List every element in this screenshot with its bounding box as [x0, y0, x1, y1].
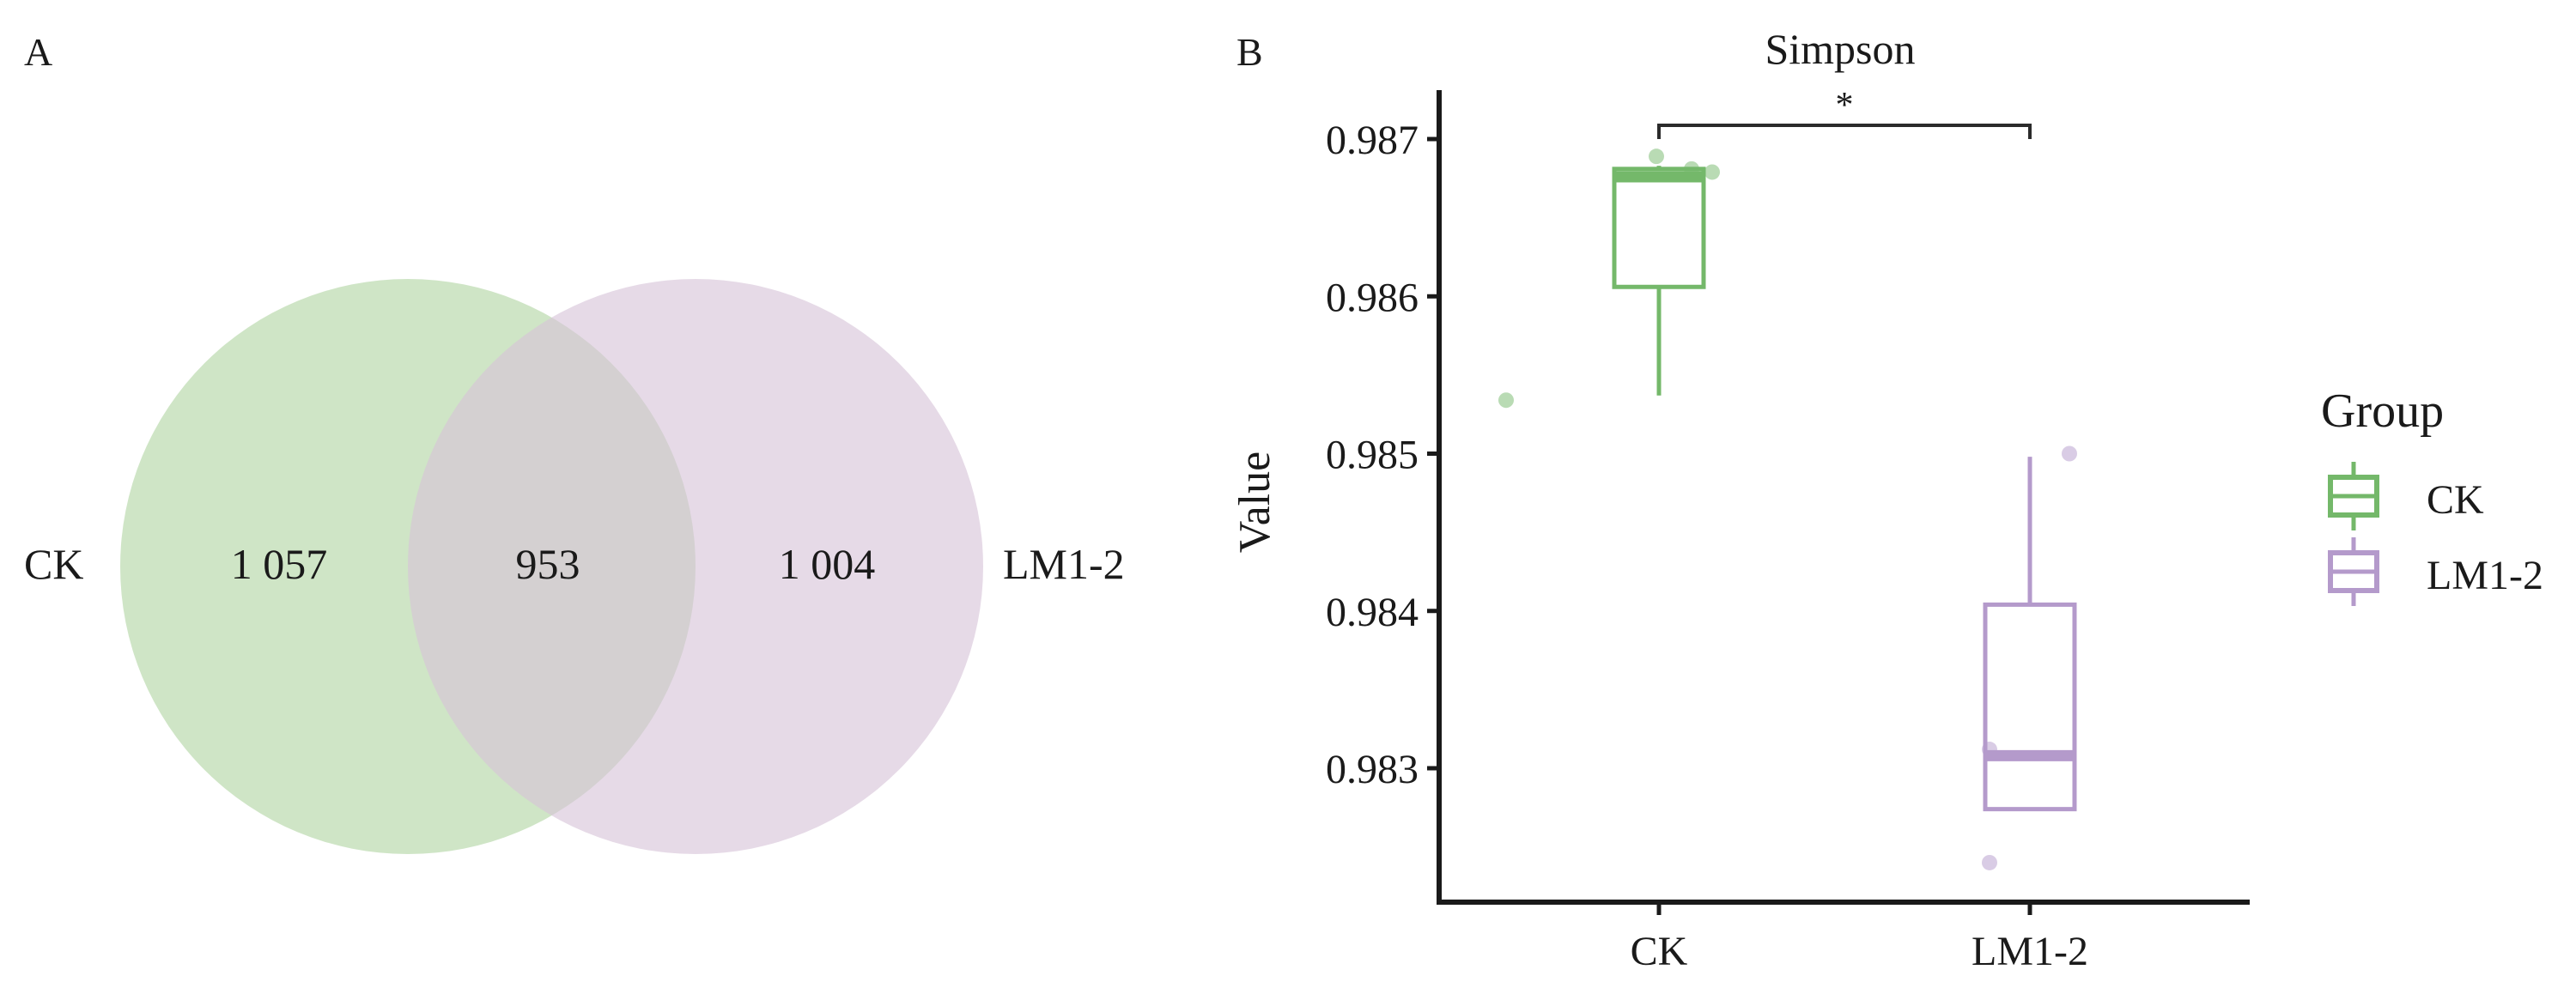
venn-circle-lm1-2 [408, 279, 983, 854]
legend-label-lm1-2: LM1-2 [2427, 553, 2543, 598]
legend-title: Group [2321, 385, 2444, 438]
y-tick-label: 0.984 [1326, 590, 1419, 635]
panel-b-label: B [1236, 30, 1263, 74]
significance-bracket: * [1657, 86, 2032, 139]
data-point [2062, 445, 2077, 462]
x-tick-label: CK [1631, 929, 1688, 974]
panel-b: B Simpson Value 0.9830.9840.9850.9860.98… [1230, 25, 2543, 974]
data-point [1684, 161, 1699, 177]
legend: Group CK LM1-2 [2321, 385, 2543, 606]
data-point [1704, 164, 1720, 180]
jitter-points [1498, 148, 2077, 870]
legend-label-ck: CK [2427, 477, 2484, 523]
chart-title: Simpson [1765, 25, 1915, 73]
box-lm1-2 [1983, 602, 2077, 812]
panel-a: A CK LM1-2 1 057 953 1 004 [24, 30, 1125, 854]
data-point [1649, 148, 1664, 165]
venn-count-shared: 953 [516, 540, 580, 588]
y-tick-label: 0.983 [1326, 747, 1419, 792]
venn-count-lm1-2-only: 1 004 [779, 540, 876, 588]
venn-set-label-lm1-2: LM1-2 [1003, 540, 1125, 588]
box-ck [1612, 167, 1706, 289]
venn-count-ck-only: 1 057 [231, 540, 328, 588]
significance-star: * [1836, 86, 1854, 125]
y-tick-label: 0.986 [1326, 275, 1419, 320]
x-tick-label: LM1-2 [1971, 929, 2088, 974]
legend-key-lm1-2 [2328, 537, 2379, 606]
boxes [1612, 166, 2077, 812]
venn-set-label-ck: CK [24, 540, 83, 588]
y-tick-label: 0.985 [1326, 433, 1419, 478]
y-ticks: 0.983 0.984 0.985 0.986 0.987 [1326, 118, 1439, 792]
data-point [1498, 392, 1514, 409]
legend-keys [2328, 462, 2379, 606]
y-axis-label: Value [1230, 451, 1279, 553]
y-tick-label: 0.987 [1326, 118, 1419, 163]
legend-key-ck [2328, 462, 2379, 530]
data-point [1982, 742, 1997, 758]
panel-a-label: A [24, 30, 52, 74]
data-point [1982, 854, 1997, 870]
x-ticks: CK LM1-2 [1631, 902, 2088, 974]
significance-line [1657, 124, 2032, 139]
